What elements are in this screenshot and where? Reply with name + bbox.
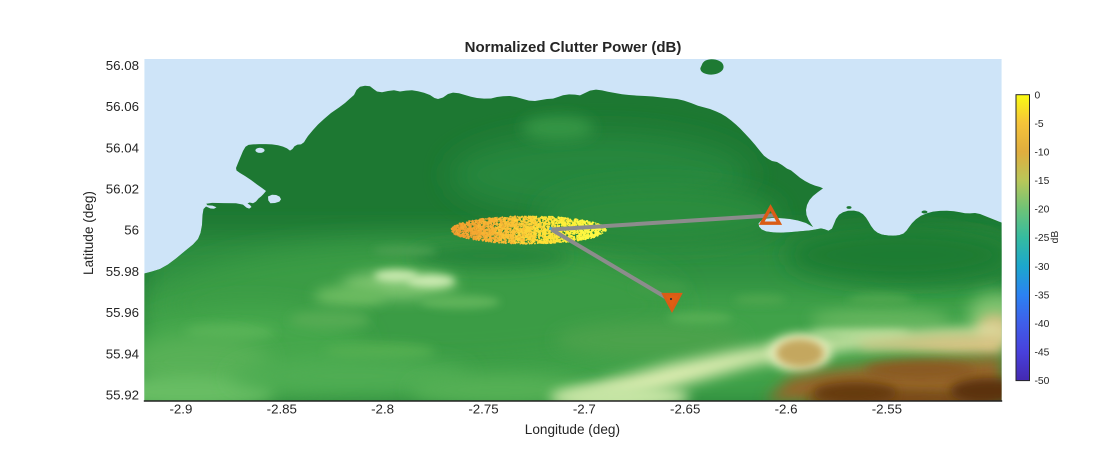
svg-text:55.94: 55.94: [106, 346, 139, 361]
svg-text:-50: -50: [1035, 376, 1050, 387]
svg-text:-45: -45: [1035, 348, 1050, 359]
svg-text:-2.6: -2.6: [775, 401, 798, 416]
svg-text:-2.8: -2.8: [371, 401, 394, 416]
svg-text:-5: -5: [1035, 119, 1044, 130]
svg-text:56.08: 56.08: [106, 58, 139, 73]
svg-text:56: 56: [124, 223, 139, 238]
svg-text:-2.85: -2.85: [267, 401, 297, 416]
svg-text:56.06: 56.06: [106, 99, 139, 114]
svg-text:56.04: 56.04: [106, 140, 139, 155]
svg-text:56.02: 56.02: [106, 182, 139, 197]
svg-text:-2.55: -2.55: [872, 401, 902, 416]
svg-text:-40: -40: [1035, 319, 1050, 330]
svg-text:Latitude (deg): Latitude (deg): [81, 191, 96, 275]
svg-text:-20: -20: [1035, 205, 1050, 216]
svg-text:Normalized Clutter Power (dB): Normalized Clutter Power (dB): [465, 39, 682, 56]
svg-text:55.98: 55.98: [106, 264, 139, 279]
svg-text:dB: dB: [1050, 231, 1061, 244]
svg-text:-35: -35: [1035, 290, 1050, 301]
svg-text:-25: -25: [1035, 233, 1050, 244]
svg-text:-2.9: -2.9: [169, 401, 192, 416]
svg-text:-10: -10: [1035, 148, 1050, 159]
svg-text:55.92: 55.92: [106, 388, 139, 403]
svg-text:-2.75: -2.75: [468, 401, 498, 416]
svg-text:-30: -30: [1035, 262, 1050, 273]
svg-text:-2.65: -2.65: [670, 401, 700, 416]
svg-text:0: 0: [1035, 90, 1041, 101]
svg-text:-2.7: -2.7: [573, 401, 596, 416]
svg-text:55.96: 55.96: [106, 305, 139, 320]
svg-text:-15: -15: [1035, 176, 1050, 187]
svg-text:Longitude (deg): Longitude (deg): [525, 422, 620, 437]
